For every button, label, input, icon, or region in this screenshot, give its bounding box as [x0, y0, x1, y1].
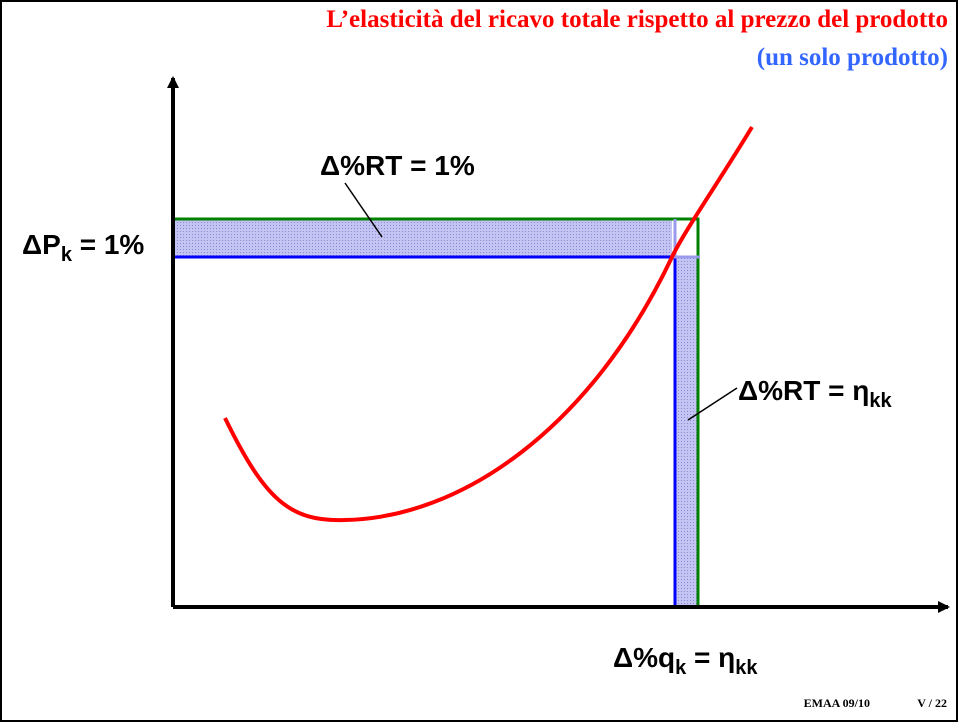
price-band	[174, 219, 672, 257]
label: ΔPk = 1%	[22, 229, 144, 266]
label: Δ%RT = ηkk	[738, 375, 892, 412]
callout	[687, 387, 738, 421]
label-part: ΔP	[22, 229, 61, 260]
title: L’elasticità del ricavo totale rispetto …	[326, 6, 948, 33]
revenue-curve	[223, 125, 754, 523]
subscript: k	[675, 657, 687, 679]
quantity-band	[675, 257, 698, 607]
footer-page: V / 22	[917, 696, 947, 710]
label: Δ%RT = 1%	[320, 150, 475, 181]
label-part: Δ%RT = η	[738, 375, 869, 406]
green-rect	[173, 217, 700, 607]
subtitle: (un solo prodotto)	[757, 44, 948, 71]
label-part: = 1%	[72, 229, 144, 260]
subscript: kk	[735, 657, 758, 679]
label: Δ%qk = ηkk	[613, 642, 758, 679]
subscript: k	[61, 244, 73, 266]
callout	[344, 182, 383, 238]
label-part: = η	[686, 642, 735, 673]
label-part: Δ%q	[613, 642, 675, 673]
footer-course: EMAA 09/10	[804, 696, 870, 710]
subscript: kk	[869, 390, 892, 412]
